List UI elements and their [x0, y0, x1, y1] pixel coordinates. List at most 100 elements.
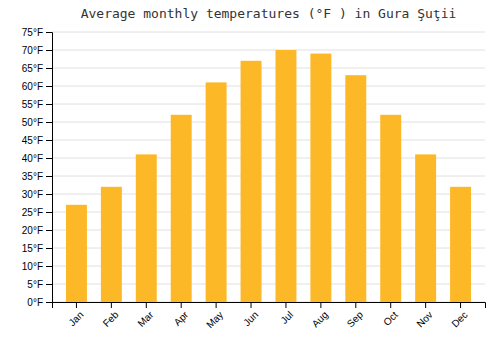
bar	[310, 54, 331, 302]
grid-line	[52, 32, 485, 33]
x-tick-label: Dec	[449, 309, 469, 329]
y-tick-label: 30°F	[22, 189, 43, 200]
grid-line	[52, 104, 485, 105]
marks	[66, 50, 471, 302]
bar	[275, 50, 296, 302]
x-tick-mark	[111, 302, 112, 308]
y-tick: 45°F	[22, 135, 52, 146]
x-tick: Aug	[310, 302, 330, 329]
y-tick-mark	[46, 104, 52, 105]
x-tick-mark	[285, 302, 286, 308]
y-tick: 40°F	[22, 153, 52, 164]
y-tick-label: 40°F	[22, 153, 43, 164]
y-tick-mark	[46, 86, 52, 87]
y-axis-line	[46, 33, 53, 303]
x-tick-label: Nov	[414, 309, 434, 329]
y-tick: 10°F	[22, 261, 52, 272]
y-tick: 35°F	[22, 171, 52, 182]
grid-line	[52, 86, 485, 87]
y-tick-label: 55°F	[22, 99, 43, 110]
bar	[136, 154, 157, 302]
x-tick-mark	[425, 302, 426, 308]
y-tick-label: 70°F	[22, 45, 43, 56]
grid-line	[52, 140, 485, 141]
y-axis: 0°F 5°F 10°F 15°F 20°F 25°F 30°F 35°F 40°F 45°F 50…	[22, 27, 53, 308]
x-tick: Jan	[66, 302, 85, 328]
y-tick-mark	[46, 176, 52, 177]
y-tick: 30°F	[22, 189, 52, 200]
y-tick-label: 20°F	[22, 225, 43, 236]
x-tick-mark	[181, 302, 182, 308]
y-tick-mark	[46, 284, 52, 285]
x-axis: Jan Feb Mar Apr May Jun Jul Aug Sep Oct Nov Dec	[53, 302, 486, 330]
x-tick-label: Mar	[136, 309, 156, 329]
x-tick: Jul	[278, 302, 295, 326]
bar	[380, 115, 401, 302]
y-tick-label: 60°F	[22, 81, 43, 92]
y-tick-mark	[46, 140, 52, 141]
y-tick-label: 50°F	[22, 117, 43, 128]
x-tick: Feb	[101, 302, 121, 329]
title: Average monthly temperatures (°F ) in Gu…	[81, 6, 457, 21]
y-tick-mark	[46, 122, 52, 123]
grid-line	[52, 68, 485, 69]
y-tick-mark	[46, 194, 52, 195]
y-tick-label: 65°F	[22, 63, 43, 74]
x-tick: Nov	[414, 302, 434, 329]
x-tick: Dec	[449, 302, 469, 329]
x-tick-label: Jan	[66, 309, 85, 328]
x-tick: May	[204, 302, 225, 330]
y-tick-label: 25°F	[22, 207, 43, 218]
x-tick-mark	[320, 302, 321, 308]
y-tick-label: 5°F	[27, 279, 43, 290]
chart: Jan Feb Mar Apr May Jun Jul Aug Sep Oct Nov Dec 0°F 5…	[0, 0, 500, 350]
plot: Jan Feb Mar Apr May Jun Jul Aug Sep Oct Nov Dec 0°F 5…	[22, 27, 486, 331]
y-tick: 15°F	[22, 243, 52, 254]
x-tick-label: Jul	[278, 309, 295, 326]
x-tick: Oct	[381, 302, 400, 328]
x-tick-mark	[460, 302, 461, 308]
y-tick-mark	[46, 212, 52, 213]
x-tick-mark	[251, 302, 252, 308]
y-tick-mark	[46, 266, 52, 267]
y-tick: 55°F	[22, 99, 52, 110]
y-tick-label: 45°F	[22, 135, 43, 146]
y-tick-label: 35°F	[22, 171, 43, 182]
y-tick-mark	[46, 230, 52, 231]
y-tick: 5°F	[27, 279, 52, 290]
y-tick-mark	[46, 50, 52, 51]
x-tick-label: Feb	[101, 309, 121, 329]
grid-line	[52, 50, 485, 51]
x-tick-label: Jun	[241, 309, 260, 328]
x-tick-label: May	[204, 309, 225, 330]
x-tick-mark	[216, 302, 217, 308]
x-tick-mark	[390, 302, 391, 308]
bar	[206, 82, 227, 302]
bar	[66, 205, 87, 302]
x-tick-mark	[355, 302, 356, 308]
x-tick-label: Aug	[310, 309, 330, 329]
x-tick: Apr	[172, 302, 191, 328]
x-tick: Jun	[241, 302, 260, 328]
y-tick-label: 0°F	[27, 297, 43, 308]
bar	[171, 115, 192, 302]
y-tick: 50°F	[22, 117, 52, 128]
y-tick-mark	[46, 302, 52, 303]
y-tick-mark	[46, 68, 52, 69]
y-tick: 70°F	[22, 45, 52, 56]
y-tick-mark	[46, 32, 52, 33]
y-tick: 0°F	[27, 297, 52, 308]
x-axis-line	[53, 303, 486, 309]
x-tick-mark	[76, 302, 77, 308]
y-tick-mark	[46, 158, 52, 159]
y-tick-label: 75°F	[22, 27, 43, 38]
x-tick-label: Oct	[381, 309, 400, 328]
grid	[52, 32, 485, 302]
grid-line	[52, 122, 485, 123]
y-tick: 20°F	[22, 225, 52, 236]
x-tick: Sep	[345, 302, 366, 329]
y-tick-label: 15°F	[22, 243, 43, 254]
x-tick-mark	[146, 302, 147, 308]
bar	[345, 75, 366, 302]
bar	[415, 154, 436, 302]
